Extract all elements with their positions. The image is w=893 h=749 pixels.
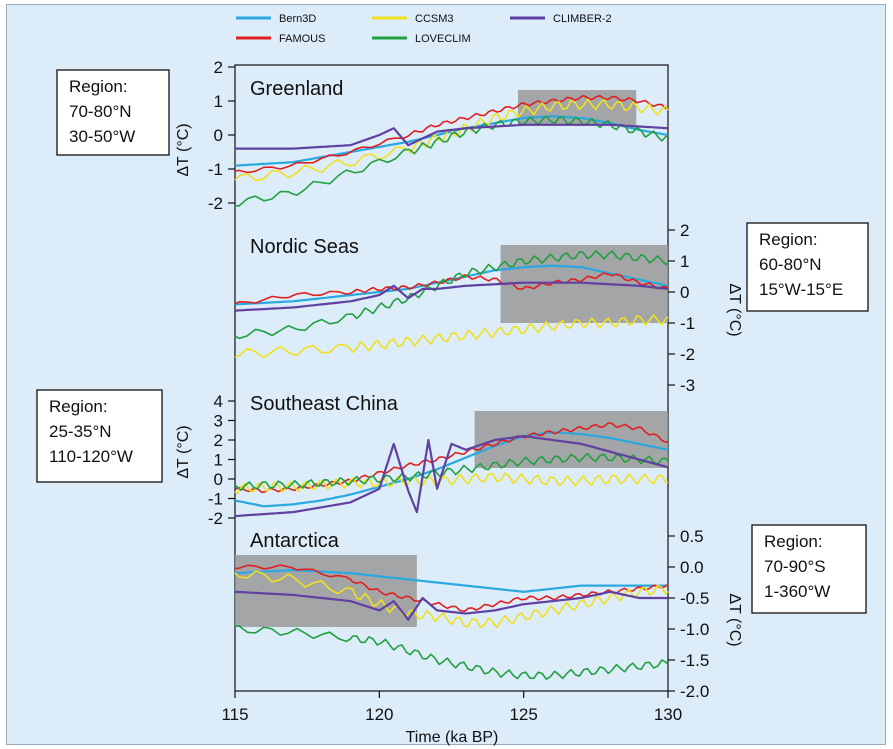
greenland-shaded-interval — [517, 90, 637, 125]
greenland-y-tick-label: -2 — [208, 194, 223, 213]
x-axis-label: Time (ka BP) — [406, 729, 499, 746]
antarctica-series-climber-2 — [234, 590, 668, 621]
greenland-y-tick-label: 1 — [214, 92, 223, 111]
southeast-china-series-loveclim — [234, 452, 669, 492]
greenland-series-ccsm3 — [234, 98, 669, 182]
nordic-seas-y-tick-label: 2 — [680, 221, 689, 240]
nordic-seas-region-line: 15°W-15°E — [759, 280, 843, 299]
nordic-seas-y-tick-label: -2 — [680, 345, 695, 364]
nordic-seas-y-tick-label: -1 — [680, 314, 695, 333]
axis-layer: -2-1012-3-2-1012-2-101234-2.0-1.5-1.0-0.… — [208, 58, 709, 724]
antarctica-region-box — [751, 524, 867, 614]
nordic-seas-region-line: Region: — [759, 230, 818, 249]
southeast-china-y-tick-label: -1 — [208, 490, 223, 509]
antarctica-y-tick-label: -2.0 — [680, 682, 709, 701]
label-layer: ΔT (°C) Greenland Region: 70-80°N 30-50°W ΔT … — [36, 69, 869, 647]
antarctica-panel-title: Antarctica — [250, 530, 340, 552]
antarctica-y-tick-label: -0.5 — [680, 589, 709, 608]
x-tick-label: 130 — [654, 705, 682, 724]
nordic-seas-y-axis-label: ΔT (°C) — [726, 283, 743, 336]
southeast-china-series-famous — [234, 422, 669, 493]
antarctica-region-line: 1-360°W — [764, 582, 830, 601]
southeast-china-series-climber-2 — [234, 435, 669, 518]
antarctica-shaded-interval — [235, 555, 417, 627]
legend-label-bern3d: Bern3D — [279, 13, 316, 25]
southeast-china-region-line: Region: — [49, 397, 108, 416]
antarctica-series-bern3d — [234, 569, 668, 593]
greenland-panel-title: Greenland — [250, 78, 343, 100]
southeast-china-y-tick-label: 0 — [214, 470, 223, 489]
southeast-china-region-line: 25-35°N — [49, 422, 112, 441]
series-layer — [234, 94, 669, 680]
antarctica-series-ccsm3 — [234, 570, 669, 629]
nordic-seas-y-tick-label: 0 — [680, 283, 689, 302]
antarctica-y-tick-label: 0.0 — [680, 558, 704, 577]
nordic-seas-region-box — [746, 222, 869, 312]
legend: Bern3D CCSM3 CLIMBER-2 FAMOUS LOVECLIM — [236, 13, 612, 45]
southeast-china-y-axis-label: ΔT (°C) — [175, 425, 192, 478]
nordic-seas-y-tick-label: -3 — [680, 376, 695, 395]
southeast-china-y-tick-label: 2 — [214, 431, 223, 450]
greenland-y-tick-label: 2 — [214, 58, 223, 77]
antarctica-y-axis-label: ΔT (°C) — [726, 593, 743, 646]
greenland-region-line: 30-50°W — [69, 127, 135, 146]
antarctica-y-tick-label: 0.5 — [680, 527, 704, 546]
greenland-y-axis-label: ΔT (°C) — [175, 123, 192, 176]
x-tick-label: 115 — [221, 705, 248, 724]
legend-label-loveclim: LOVECLIM — [415, 33, 471, 45]
greenland-series-climber-2 — [235, 123, 669, 150]
antarctica-series-loveclim — [234, 625, 669, 680]
antarctica-region-line: 70-90°S — [764, 557, 826, 576]
greenland-region-line: Region: — [69, 77, 128, 96]
x-tick-label: 125 — [509, 705, 537, 724]
nordic-seas-panel-title: Nordic Seas — [250, 236, 359, 258]
antarctica-region-line: Region: — [764, 532, 823, 551]
plot-frame — [234, 64, 669, 692]
x-tick-label: 120 — [365, 705, 393, 724]
nordic-seas-region-line: 60-80°N — [759, 255, 822, 274]
legend-label-climber-2: CLIMBER-2 — [553, 13, 612, 25]
greenland-region-line: 70-80°N — [69, 102, 132, 121]
southeast-china-series-bern3d — [234, 431, 669, 508]
nordic-seas-series-famous — [234, 272, 669, 305]
antarctica-y-tick-label: -1.0 — [680, 620, 709, 639]
greenland-region-box — [56, 69, 170, 156]
greenland-y-tick-label: 0 — [214, 126, 223, 145]
legend-label-ccsm3: CCSM3 — [415, 13, 454, 25]
southeast-china-y-tick-label: 3 — [214, 412, 223, 431]
greenland-y-tick-label: -1 — [208, 160, 223, 179]
antarctica-y-tick-label: -1.5 — [680, 651, 709, 670]
nordic-seas-shaded-interval — [500, 245, 668, 323]
southeast-china-region-box — [36, 389, 163, 483]
southeast-china-region-line: 110-120°W — [49, 447, 133, 466]
southeast-china-panel-title: Southeast China — [250, 393, 399, 415]
nordic-seas-series-climber-2 — [234, 281, 669, 312]
southeast-china-y-tick-label: -2 — [208, 509, 223, 528]
nordic-seas-series-loveclim — [234, 250, 669, 340]
nordic-seas-series-ccsm3 — [234, 314, 669, 359]
greenland-series-famous — [234, 94, 669, 174]
southeast-china-y-tick-label: 1 — [214, 451, 223, 470]
nordic-seas-y-tick-label: 1 — [680, 252, 689, 271]
legend-label-famous: FAMOUS — [279, 33, 325, 45]
southeast-china-y-tick-label: 4 — [214, 392, 223, 411]
southeast-china-series-ccsm3 — [234, 472, 669, 495]
